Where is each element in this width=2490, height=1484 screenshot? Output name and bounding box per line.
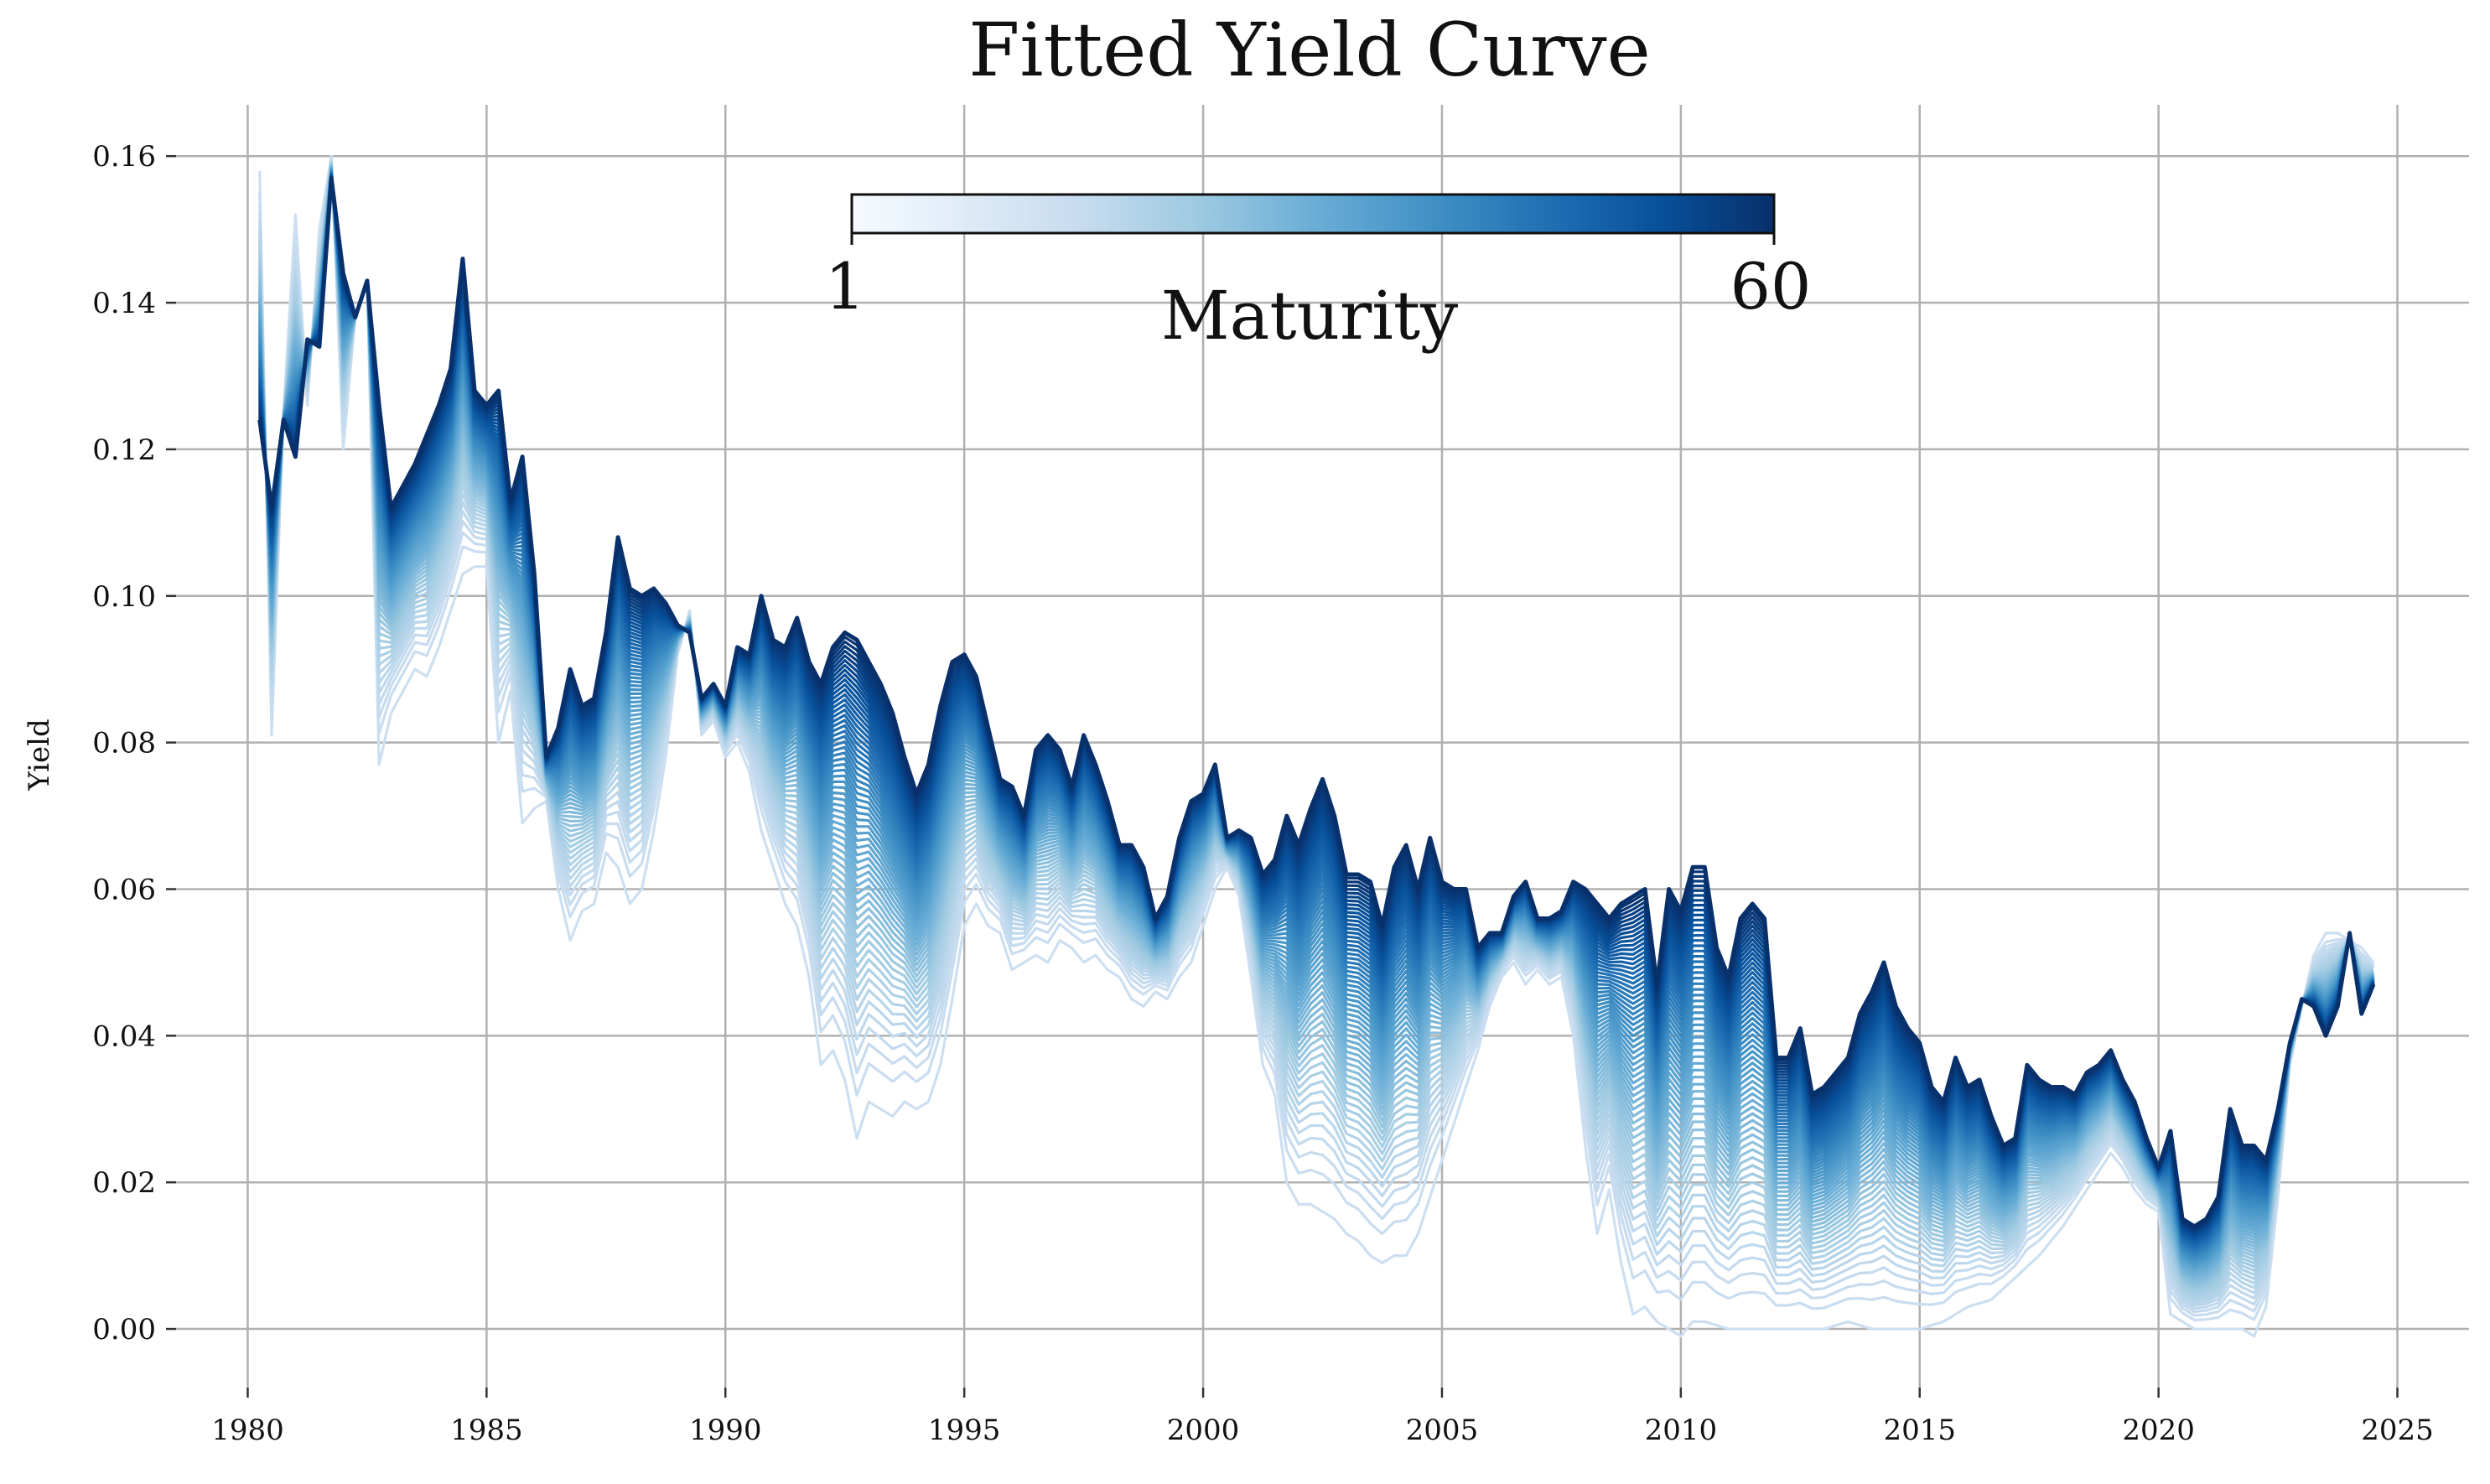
maturity-line-60 — [257, 175, 2376, 1229]
maturity-line-5 — [258, 158, 2374, 1310]
y-tick-label: 0.12 — [92, 433, 156, 467]
y-axis-label: Yield — [23, 719, 56, 791]
maturity-line-2 — [258, 156, 2375, 1322]
maturity-line-4 — [258, 158, 2374, 1314]
chart-title: Fitted Yield Curve — [968, 7, 1650, 93]
x-tick-label: 1980 — [211, 1414, 284, 1447]
x-tick-label: 1995 — [928, 1414, 1001, 1447]
y-axis-ticks: 0.00 0.02 0.04 0.06 0.08 0.10 0.12 0.14 0.16 — [92, 140, 176, 1346]
maturity-line-9 — [258, 161, 2374, 1300]
maturity-line-7 — [258, 160, 2374, 1305]
x-tick-label: 2005 — [1406, 1414, 1479, 1447]
x-tick-label: 1985 — [450, 1414, 523, 1447]
y-tick-label: 0.16 — [92, 140, 156, 174]
colorbar-label: Maturity — [1161, 277, 1458, 355]
y-tick-label: 0.06 — [92, 873, 156, 906]
maturity-line-1 — [258, 154, 2375, 1338]
maturity-colorbar: 1 60 Maturity — [825, 193, 1812, 355]
y-tick-label: 0.08 — [92, 727, 156, 760]
maturity-line-6 — [258, 159, 2374, 1307]
y-tick-label: 0.10 — [92, 580, 156, 614]
colorbar-max-label: 60 — [1730, 249, 1812, 324]
y-tick-label: 0.04 — [92, 1020, 156, 1053]
x-tick-label: 2020 — [2122, 1414, 2195, 1447]
y-tick-label: 0.00 — [92, 1313, 156, 1346]
x-tick-label: 2010 — [1645, 1414, 1718, 1447]
x-axis-ticks: 1980 1985 1990 1995 2000 2005 2010 2015 2020 2025 — [211, 1388, 2434, 1447]
maturity-line-8 — [258, 160, 2374, 1302]
maturity-line-3 — [258, 158, 2374, 1317]
maturity-series — [257, 154, 2376, 1338]
colorbar-min-label: 1 — [825, 249, 865, 324]
x-tick-label: 1990 — [689, 1414, 762, 1447]
x-tick-label: 2000 — [1167, 1414, 1240, 1447]
y-tick-label: 0.02 — [92, 1166, 156, 1200]
colorbar-gradient — [850, 193, 1776, 235]
y-tick-label: 0.14 — [92, 287, 156, 320]
x-tick-label: 2025 — [2361, 1414, 2434, 1447]
x-tick-label: 2015 — [1883, 1414, 1956, 1447]
